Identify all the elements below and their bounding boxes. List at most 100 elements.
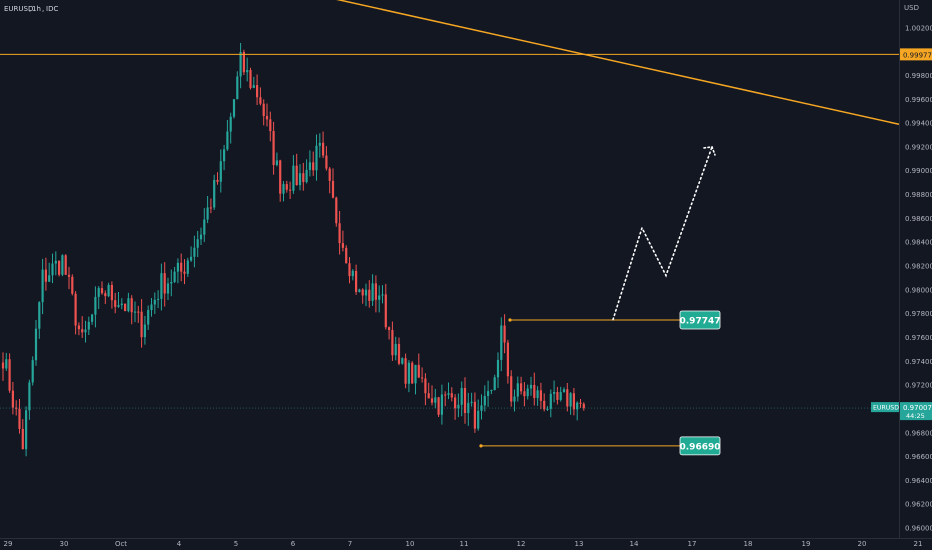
price-axis[interactable]: USD 1.00200 0.99800 0.99600 0.99400 0.99200 0… (871, 0, 932, 538)
candle-body (533, 384, 536, 398)
candle-body (424, 378, 427, 394)
candle-body (157, 298, 160, 300)
candle-body (127, 298, 130, 312)
drawings-layer[interactable]: 0.97747 0.96690 (0, 0, 900, 456)
candle-body (252, 85, 255, 88)
y-tick-label: 0.98600 (905, 215, 932, 223)
symbol-source: IDC (46, 5, 58, 13)
candle-body (223, 149, 226, 162)
candle-body (84, 329, 87, 333)
symbol-tag-text: EURUSD (873, 405, 899, 412)
candle-body (460, 388, 463, 405)
candle-body (58, 260, 61, 275)
candle-body (348, 263, 351, 277)
x-tick-label: 4 (177, 540, 182, 548)
candle-body (325, 155, 328, 169)
candle-body (539, 390, 542, 401)
candle-body (566, 389, 569, 407)
resistance-anchor-point[interactable] (508, 318, 512, 322)
candle-body (209, 207, 212, 209)
candle-body (295, 165, 298, 186)
candle-body (483, 396, 486, 406)
trendline[interactable] (170, 0, 900, 126)
x-tick-label: 30 (60, 540, 69, 548)
candle-body (503, 325, 506, 343)
candle-body (8, 359, 11, 391)
candle-body (315, 145, 318, 171)
candle-body (368, 289, 371, 301)
candle-body (54, 260, 57, 264)
candle-body (71, 276, 74, 294)
candle-body (322, 142, 325, 156)
support-price-label[interactable]: 0.96690 (680, 436, 721, 456)
candle-body (196, 239, 199, 248)
candle-body (41, 269, 44, 303)
candle-body (487, 391, 490, 397)
candle-body (298, 173, 302, 186)
candle-body (239, 52, 242, 77)
candle-body (427, 393, 430, 399)
candle-body (147, 310, 150, 325)
symbol-name: EURUSD (4, 5, 33, 13)
horizontal-level-axis-box (900, 48, 932, 61)
candle-body (272, 131, 275, 166)
candle-body (500, 325, 503, 360)
candle-body (328, 168, 331, 181)
y-tick-label: 0.98200 (905, 263, 932, 271)
candle-body (450, 393, 453, 398)
x-tick-label: 17 (688, 540, 697, 548)
candle-body (391, 330, 394, 356)
candle-body (543, 400, 546, 410)
x-tick-label: 19 (802, 540, 811, 548)
y-tick-label: 0.99800 (905, 72, 932, 80)
candle-body (285, 184, 288, 190)
candle-body (355, 270, 358, 292)
candle-body (232, 99, 236, 117)
candle-body (166, 283, 170, 294)
y-tick-label: 0.96400 (905, 477, 932, 485)
symbol-interval: 1h (32, 5, 41, 13)
candle-body (229, 116, 232, 132)
candle-body (447, 393, 450, 395)
candle-body (104, 293, 107, 297)
candle-body (77, 325, 80, 330)
x-tick-label: 29 (4, 540, 13, 548)
candle-body (582, 403, 585, 409)
candle-body (117, 305, 120, 307)
x-tick-label: 21 (914, 540, 923, 548)
candle-body (219, 161, 222, 182)
candle-body (246, 70, 249, 73)
y-tick-label: 0.97600 (905, 334, 932, 342)
candle-body (341, 243, 344, 248)
candle-body (137, 311, 140, 313)
candle-body (150, 304, 153, 311)
candle-body (394, 343, 397, 356)
projection-path[interactable] (612, 146, 713, 321)
candle-body (454, 397, 457, 409)
candle-body (265, 116, 269, 120)
current-price-text: 0.97007 (903, 404, 932, 412)
candle-body (199, 234, 203, 240)
candle-body (338, 223, 341, 244)
candle-body (513, 396, 516, 402)
candle-body (318, 142, 321, 146)
candle-body (163, 273, 166, 294)
candle-body (421, 377, 424, 379)
candle-body (259, 97, 262, 104)
time-axis[interactable]: 29 30 Oct 4 5 6 7 10 11 12 13 14 17 18 19 20 21 (0, 538, 932, 549)
candle-body (289, 189, 292, 191)
candle-body (371, 283, 374, 301)
candle-body (160, 273, 163, 299)
support-anchor-point[interactable] (479, 444, 483, 448)
y-tick-label: 0.97400 (905, 358, 932, 366)
candle-body (11, 390, 14, 408)
candle-body (302, 173, 305, 183)
candle-body (480, 405, 483, 411)
candle-body (186, 260, 189, 274)
resistance-price-label[interactable]: 0.97747 (680, 310, 721, 330)
candle-body (193, 247, 196, 257)
